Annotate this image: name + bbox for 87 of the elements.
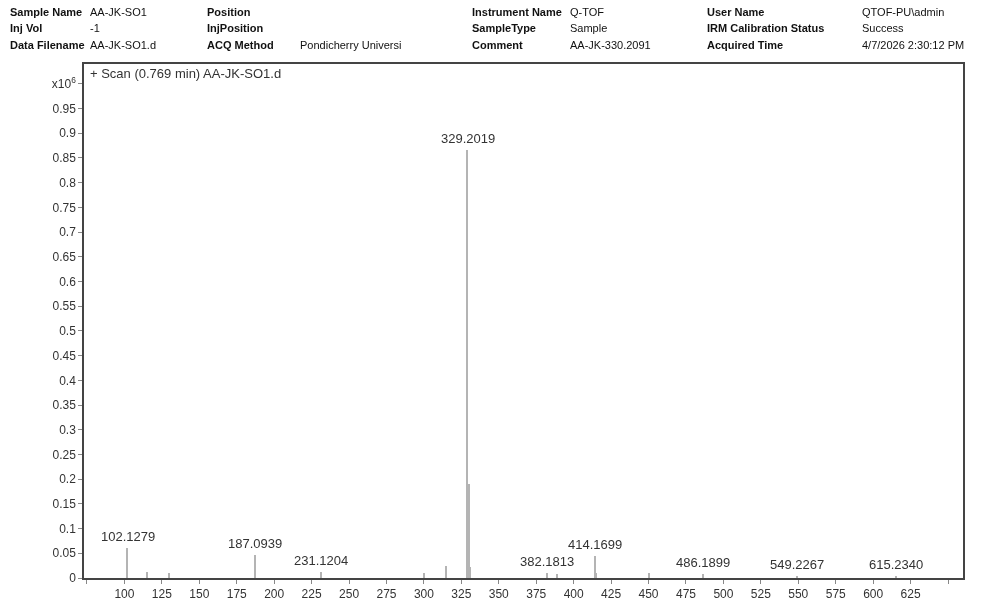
y-tick-label: 0.3 — [59, 422, 77, 437]
bar — [648, 573, 650, 578]
x-tick-label: 475 — [675, 587, 697, 602]
bar — [126, 548, 128, 578]
x-tick-label: 275 — [376, 587, 397, 602]
text: Success — [862, 22, 905, 34]
text: Sample — [570, 22, 608, 34]
x-tick-label: 600 — [863, 587, 884, 602]
y-tick-label: 0.35 — [52, 398, 77, 413]
x-tick-label: 450 — [638, 587, 659, 602]
text: User Name — [707, 6, 765, 18]
y-tick-label: 0.5 — [59, 324, 77, 339]
x-tick-label: 525 — [750, 587, 772, 602]
text: Pondicherry Universi — [300, 39, 402, 51]
bar — [423, 573, 425, 578]
y-tick-label: 0.65 — [52, 249, 77, 264]
text: InjPosition — [207, 22, 264, 34]
bar — [702, 574, 704, 578]
x-tick-label: 625 — [900, 587, 921, 602]
y-tick-label: 0.95 — [52, 101, 77, 116]
bar — [254, 555, 256, 578]
y-tick-label: 0.7 — [59, 225, 77, 240]
text: Inj Vol — [10, 22, 43, 34]
bar — [146, 572, 148, 578]
text: -1 — [90, 22, 100, 34]
text: IRM Calibration Status — [707, 22, 825, 34]
text: AA-JK-330.2091 — [570, 39, 651, 51]
y-tick-label: 0.45 — [52, 348, 77, 363]
annotation: 382.1813 — [520, 554, 575, 569]
x-tick-label: 550 — [788, 587, 809, 602]
x-tick-label: 300 — [413, 587, 435, 602]
x-tick-label: 100 — [114, 587, 135, 602]
x-tick-label: 150 — [189, 587, 210, 602]
x-tick-label: 250 — [339, 587, 360, 602]
y-tick-label: 0.6 — [59, 274, 77, 289]
bar — [320, 572, 322, 578]
x-tick-label: 175 — [226, 587, 248, 602]
text: Instrument Name — [472, 6, 562, 18]
x-tick-label: 125 — [151, 587, 173, 602]
x-tick-label: 200 — [264, 587, 285, 602]
x-tick-label: 500 — [713, 587, 734, 602]
y-tick-label: 0.9 — [59, 126, 77, 141]
chart-subtitle: + Scan (0.769 min) AA-JK-SO1.d — [90, 66, 282, 81]
bar — [168, 573, 170, 578]
y-tick-label: 0.4 — [59, 373, 77, 388]
y-tick-label: 0.8 — [59, 175, 77, 190]
text: Sample Name — [10, 6, 83, 18]
text: Comment — [472, 39, 524, 51]
y-tick-label: 0.75 — [52, 200, 77, 215]
text: AA-JK-SO1 — [90, 6, 147, 18]
y-tick-label: 0.25 — [52, 447, 77, 462]
y-tick-label: 0.2 — [59, 472, 77, 487]
bar — [466, 150, 468, 578]
annotation: 329.2019 — [441, 131, 496, 146]
text: Position — [207, 6, 251, 18]
annotation: 102.1279 — [101, 529, 156, 544]
text: ACQ Method — [207, 39, 274, 51]
text: Q-TOF — [570, 6, 605, 18]
annotation: 231.1204 — [294, 553, 349, 568]
y-tick-label: x10$^{6}$ — [51, 74, 77, 91]
y-tick-label: 0.85 — [52, 151, 77, 166]
text: SampleType — [472, 22, 536, 34]
y-tick-label: 0.1 — [59, 521, 77, 536]
y-tick-label: 0.15 — [52, 497, 77, 512]
x-tick-label: 350 — [488, 587, 510, 602]
x-tick-label: 375 — [526, 587, 547, 602]
y-tick-label: 0.05 — [52, 546, 77, 561]
y-tick-label: 0.55 — [52, 299, 77, 314]
x-tick-label: 325 — [451, 587, 472, 602]
annotation: 615.2340 — [869, 557, 924, 572]
x-tick-label: 225 — [301, 587, 322, 602]
y-tick-label: 0 — [69, 571, 77, 586]
bar — [556, 574, 558, 578]
text: QTOF-PU\admin — [862, 6, 945, 18]
bar — [546, 573, 548, 578]
bar — [445, 566, 447, 578]
x-tick-label: 425 — [601, 587, 622, 602]
x-tick-label: 400 — [563, 587, 584, 602]
text: 4/7/2026 2:30:12 PM — [862, 39, 965, 51]
text: AA-JK-SO1.d — [90, 39, 157, 51]
x-tick-label: 575 — [825, 587, 847, 602]
annotation: 187.0939 — [228, 536, 283, 551]
annotation: 486.1899 — [676, 555, 731, 570]
annotation: 414.1699 — [568, 537, 623, 552]
annotation: 549.2267 — [770, 557, 825, 572]
text: Acquired Time — [707, 39, 784, 51]
text: Data Filename — [10, 39, 85, 51]
